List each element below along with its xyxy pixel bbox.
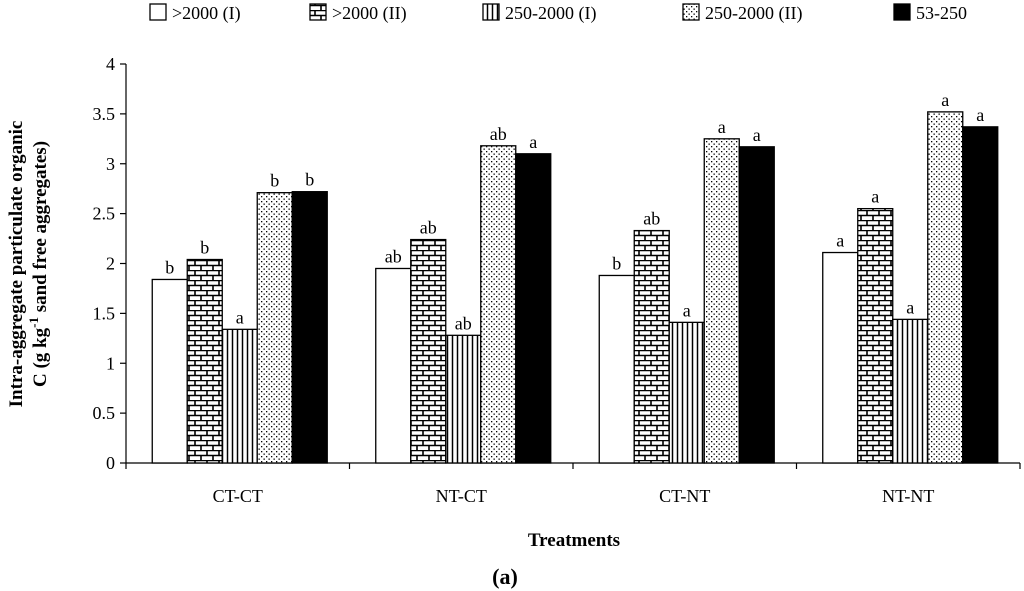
bar-nt-ct-series-1	[375, 267, 412, 464]
significance-letter: b	[612, 253, 621, 273]
significance-letter: a	[976, 105, 984, 125]
legend-label-3: 250-2000 (I)	[505, 3, 596, 24]
bar-ct-ct-series-2	[186, 258, 223, 464]
legend-swatch-2	[309, 3, 327, 21]
bar-ct-ct-series-1	[151, 278, 188, 464]
y-axis: 0 0.5 1 1.5 2 2.5 3 3.5 4	[93, 54, 127, 473]
legend-swatch-5	[893, 3, 911, 21]
y-axis-label-line1: Intra-aggregate particulate organic	[6, 121, 27, 408]
x-tick-label: CT-CT	[213, 486, 263, 506]
y-tick-label: 3.5	[93, 104, 116, 124]
legend-label-1: >2000 (I)	[172, 3, 241, 24]
bar-nt-ct-series-3	[445, 334, 482, 464]
significance-letter: b	[200, 238, 209, 258]
x-tick-label: NT-NT	[882, 486, 934, 506]
significance-letter: b	[165, 257, 174, 277]
significance-letter: ab	[490, 124, 507, 144]
significance-letter: b	[305, 170, 314, 190]
bar-nt-nt-series-3	[892, 318, 929, 464]
bar-ct-nt-series-2	[633, 229, 670, 464]
bar-ct-ct-series-5	[291, 191, 328, 464]
y-tick-label: 4	[106, 54, 115, 74]
y-tick-label: 2	[106, 254, 115, 274]
x-axis-title: Treatments	[528, 530, 620, 551]
bar-nt-ct-series-4	[480, 145, 517, 464]
legend-swatch-4	[682, 3, 700, 21]
significance-letter: a	[871, 187, 879, 207]
figure-caption: (a)	[492, 564, 518, 589]
bar-ct-nt-series-4	[703, 138, 740, 464]
y-tick-label: 2.5	[93, 204, 116, 224]
significance-letter: ab	[643, 209, 660, 229]
bar-ct-ct-series-4	[256, 192, 293, 464]
y-tick-label: 0	[106, 453, 115, 473]
bar-nt-nt-series-1	[822, 251, 859, 464]
legend-label-2: >2000 (II)	[332, 3, 407, 24]
bar-ct-ct-series-3	[221, 328, 258, 464]
y-tick-label: 0.5	[93, 403, 116, 423]
y-tick-label: 3	[106, 154, 115, 174]
significance-letter: ab	[385, 246, 402, 266]
significance-letter: a	[941, 90, 949, 110]
significance-letter: ab	[420, 218, 437, 238]
bar-nt-nt-series-2	[857, 207, 894, 464]
significance-letter: b	[270, 171, 279, 191]
bar-nt-ct-series-5	[515, 153, 552, 464]
x-tick-label: NT-CT	[436, 486, 487, 506]
x-tick-label: CT-NT	[659, 486, 710, 506]
significance-letter: a	[236, 307, 244, 327]
bar-nt-nt-series-5	[962, 126, 999, 464]
bar-nt-ct-series-2	[410, 238, 447, 464]
legend-label-5: 53-250	[916, 3, 967, 23]
significance-letter: a	[529, 132, 537, 152]
significance-letter: a	[683, 300, 691, 320]
legend-label-4: 250-2000 (II)	[705, 3, 802, 24]
bar-ct-nt-series-3	[668, 321, 705, 464]
significance-letter: ab	[455, 313, 472, 333]
bar-ct-nt-series-1	[598, 274, 635, 464]
significance-letter: a	[753, 125, 761, 145]
significance-letter: a	[718, 117, 726, 137]
legend-swatch-3	[482, 3, 500, 21]
legend: >2000 (I) >2000 (II) 250-2000 (I) 250-2000 …	[149, 3, 967, 24]
y-axis-label-line2: C (g kg-1 sand free aggregates)	[26, 141, 51, 387]
significance-letter: a	[906, 297, 914, 317]
x-axis: CT-CT NT-CT CT-NT NT-NT	[125, 462, 1021, 506]
significance-letter: a	[836, 231, 844, 251]
bar-ct-nt-series-5	[738, 146, 775, 464]
y-axis-label: Intra-aggregate particulate organic C (g…	[6, 121, 51, 408]
y-tick-label: 1.5	[93, 303, 116, 323]
bar-nt-nt-series-4	[927, 111, 964, 464]
y-tick-label: 1	[106, 353, 115, 373]
legend-swatch-1	[149, 3, 167, 21]
